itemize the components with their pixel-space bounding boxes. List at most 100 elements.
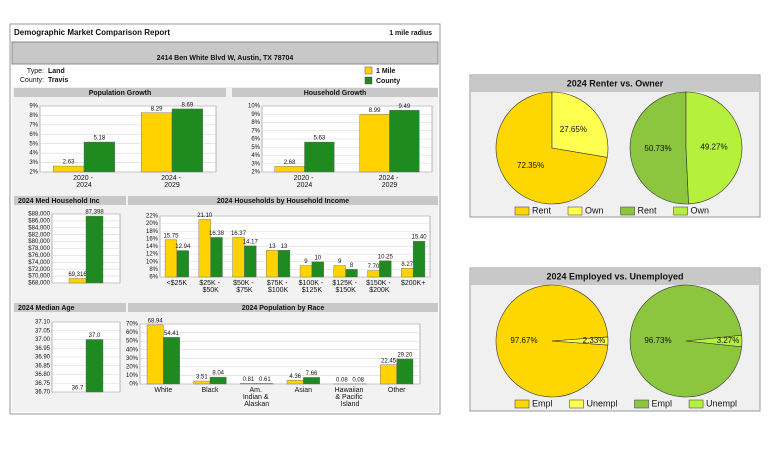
bar <box>396 358 414 385</box>
y-tick-label: 9% <box>251 112 260 118</box>
x-tick-label: 2020 - 2024 <box>294 175 316 189</box>
data-label: 69,316 <box>68 272 87 278</box>
y-tick-label: 14% <box>146 244 159 250</box>
data-label: 9 <box>338 259 342 265</box>
data-label: 8.99 <box>369 108 381 114</box>
y-tick-label: 3% <box>251 161 260 167</box>
legend-swatch <box>514 206 530 216</box>
data-label: 21.10 <box>197 213 213 219</box>
y-tick-label: 7% <box>251 128 260 134</box>
data-label: 15.75 <box>163 233 179 239</box>
chart-title: Household Growth <box>304 90 367 97</box>
bar <box>412 240 426 278</box>
y-tick-label: 36.70 <box>35 390 51 396</box>
y-tick-label: 2% <box>29 170 38 176</box>
x-tick-label: 2024 - 2029 <box>379 175 401 189</box>
y-tick-label: 36.75 <box>35 381 51 387</box>
x-tick-label: Asian <box>295 387 313 394</box>
y-tick-label: $70,000 <box>28 274 50 280</box>
y-tick-label: 36.95 <box>35 346 51 352</box>
legend-label: Own <box>691 205 710 215</box>
chart-title-bar <box>232 88 438 97</box>
y-tick-label: 10% <box>248 104 261 110</box>
y-tick-label: 3% <box>29 160 38 166</box>
bar <box>380 364 397 385</box>
legend-label: Rent <box>532 205 552 215</box>
x-tick-label: $200K+ <box>401 280 425 287</box>
x-tick-label: $150K - $200K <box>366 280 392 294</box>
chart-title-bar <box>128 303 438 312</box>
chart-title: 2024 Med Household Inc <box>18 198 100 205</box>
x-tick-label: $25K - $50K <box>199 280 222 294</box>
y-tick-label: 20% <box>146 221 159 227</box>
bar <box>176 250 189 278</box>
data-label: 10 <box>314 255 321 261</box>
bar <box>286 380 304 385</box>
y-tick-label: $82,000 <box>28 232 50 238</box>
pie-slice <box>629 284 743 398</box>
data-label: 7.70 <box>368 264 380 270</box>
data-label: 8.69 <box>182 103 194 109</box>
y-tick-label: 50% <box>126 339 139 345</box>
y-tick-label: $86,000 <box>28 218 50 224</box>
data-label: 15.40 <box>412 235 428 241</box>
data-label: 9.49 <box>399 104 411 110</box>
bar <box>367 270 380 278</box>
pie-label: 27.65% <box>560 125 587 134</box>
bar <box>85 339 104 393</box>
chart-title: 2024 Households by Household Income <box>217 198 349 205</box>
bar <box>304 141 335 173</box>
data-label: 8.29 <box>151 106 163 112</box>
y-tick-label: 10% <box>146 259 159 265</box>
bar <box>274 166 305 173</box>
radius: 1 mile radius <box>389 30 432 37</box>
bar <box>359 114 390 173</box>
bar <box>140 112 173 173</box>
data-label: 14.17 <box>243 239 259 245</box>
bar <box>171 108 203 173</box>
data-label: 8.04 <box>212 371 224 377</box>
y-tick-label: 37.05 <box>35 328 51 334</box>
legend-swatch <box>620 206 635 216</box>
pie-label: 72.35% <box>517 161 544 170</box>
data-label: 0.08 <box>336 378 348 384</box>
type-value: Land <box>48 68 65 75</box>
data-label: 5.18 <box>94 136 106 142</box>
bar <box>83 141 115 173</box>
chart-title-bar <box>14 88 226 97</box>
data-label: 13 <box>269 244 276 250</box>
y-tick-label: 36.85 <box>35 363 51 369</box>
bar <box>303 377 320 385</box>
data-label: 0.61 <box>259 377 271 383</box>
data-label: 16.38 <box>209 231 225 237</box>
y-tick-label: 4% <box>251 153 260 159</box>
x-tick-label: White <box>154 387 172 394</box>
pie-slice <box>685 91 743 205</box>
bar <box>146 324 164 385</box>
bar <box>256 383 274 385</box>
y-tick-label: $72,000 <box>28 267 50 273</box>
y-tick-label: 10% <box>126 373 139 379</box>
y-tick-label: 9% <box>29 104 38 110</box>
legend-label: County <box>376 78 400 85</box>
y-tick-label: $80,000 <box>28 239 50 245</box>
data-label: 8.27 <box>401 262 413 268</box>
chart-title: 2024 Median Age <box>18 305 75 312</box>
chart-title-bar <box>471 269 759 285</box>
data-label: 0.81 <box>243 377 255 383</box>
data-label: 9 <box>304 259 308 265</box>
y-tick-label: 0% <box>129 382 138 388</box>
y-tick-label: 8% <box>29 113 38 119</box>
bar <box>311 261 324 278</box>
bar <box>209 376 227 385</box>
legend-swatch <box>514 399 530 409</box>
pie-label: 50.73% <box>644 144 671 153</box>
data-label: 22.45 <box>381 358 397 364</box>
bar <box>53 165 85 173</box>
y-tick-label: $74,000 <box>28 260 50 266</box>
pie-slice <box>685 334 743 348</box>
pie-label: 97.67% <box>510 336 537 345</box>
y-tick-label: $88,000 <box>28 212 50 218</box>
bar <box>198 219 211 278</box>
y-tick-label: 30% <box>126 356 139 362</box>
